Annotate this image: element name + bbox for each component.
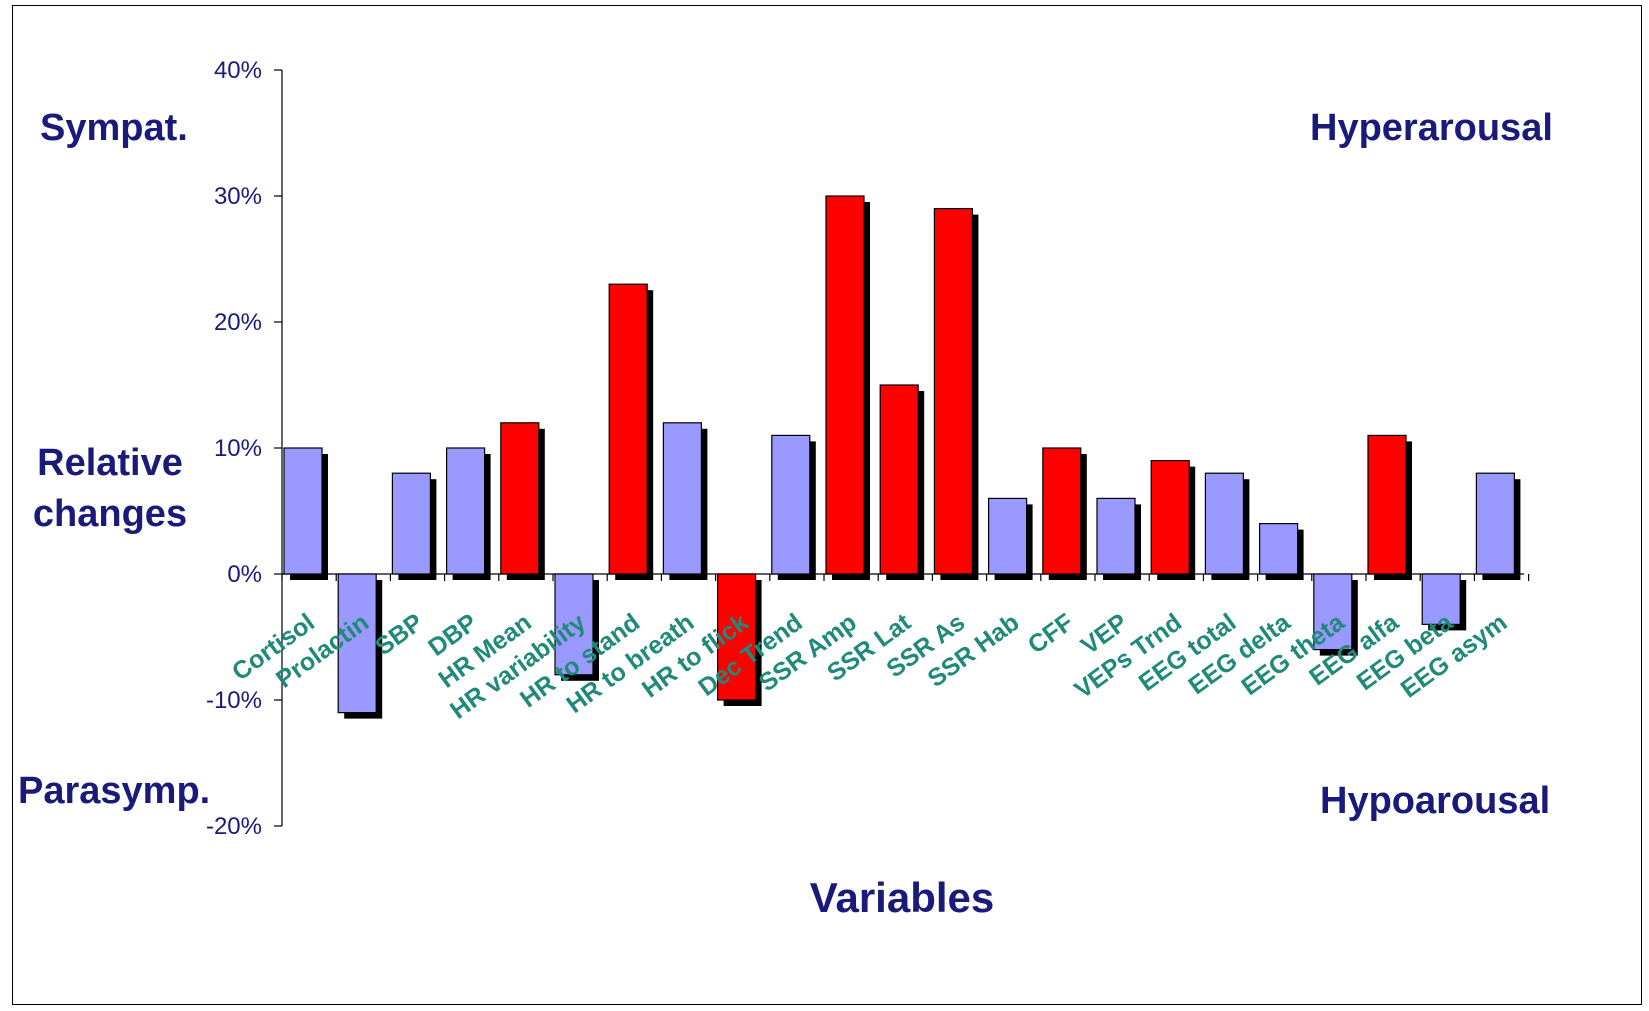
y-tick-label: 0% <box>227 561 262 588</box>
bar <box>1313 573 1353 651</box>
bar <box>1150 460 1190 575</box>
bars <box>283 195 1521 719</box>
bar <box>933 208 974 575</box>
y-tick-label: 10% <box>214 435 262 462</box>
bar <box>500 422 540 575</box>
y-tick-label: -20% <box>206 813 262 840</box>
y-tick-label: 40% <box>214 57 262 84</box>
bar <box>446 447 486 575</box>
bar <box>1475 472 1516 575</box>
bar <box>1096 497 1136 575</box>
y-tick-label: 20% <box>214 309 262 336</box>
x-axis-title: Variables <box>810 874 994 921</box>
bar <box>771 434 811 575</box>
y-tick-label: -10% <box>206 687 262 714</box>
bar <box>662 422 703 575</box>
bar <box>716 573 757 701</box>
axes: 40% 30% 20% 10% 0% -10% -20% <box>206 57 1530 840</box>
sympathetic-label: Sympat. <box>40 107 188 149</box>
y-axis-title: Relative changes <box>32 442 188 536</box>
hyperarousal-label: Hyperarousal <box>1310 107 1553 149</box>
bar <box>1042 447 1082 575</box>
bar <box>608 283 648 575</box>
hypoarousal-label: Hypoarousal <box>1320 780 1551 822</box>
bar <box>879 384 919 575</box>
bar <box>1367 434 1407 575</box>
y-tick-label: 30% <box>214 183 262 210</box>
bar <box>554 573 594 676</box>
bar <box>825 195 865 575</box>
bar <box>337 573 377 714</box>
bar <box>987 497 1028 575</box>
parasympathetic-label: Parasymp. <box>18 770 211 812</box>
bar <box>1258 522 1299 575</box>
bar <box>283 447 323 575</box>
bar <box>1204 472 1245 575</box>
category-label: CFF <box>1023 608 1079 659</box>
bar <box>1421 573 1461 626</box>
bar <box>391 472 431 575</box>
